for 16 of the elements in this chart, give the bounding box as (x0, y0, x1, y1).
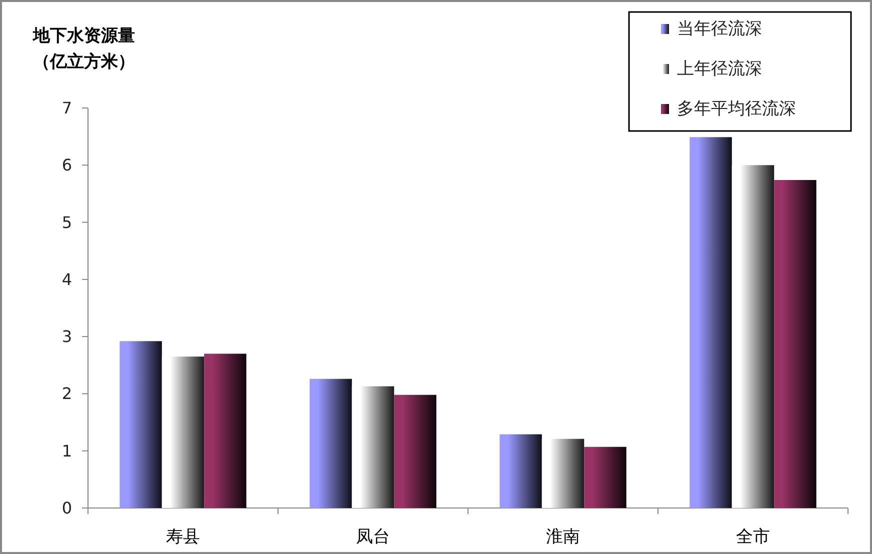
y-tick-label: 0 (62, 498, 72, 518)
y-tick-label: 2 (62, 384, 72, 404)
y-tick-label: 1 (62, 441, 72, 460)
x-tick-label: 凤台 (356, 527, 390, 547)
y-tick-label: 5 (62, 212, 72, 232)
x-tick-label: 寿县 (166, 527, 200, 547)
y-tick-label: 4 (62, 270, 72, 289)
legend-label: 当年径流深 (677, 19, 762, 39)
legend-label: 上年径流深 (677, 59, 762, 79)
y-tick-label: 6 (62, 156, 72, 175)
y-axis-title: 地下水资源量（亿立方米） (32, 26, 135, 72)
y-tick-label: 7 (62, 98, 72, 118)
x-tick-label: 全市 (736, 527, 770, 547)
y-tick-label: 3 (62, 327, 72, 346)
legend-label: 多年平均径流深 (677, 99, 796, 119)
x-tick-label: 淮南 (546, 527, 580, 547)
